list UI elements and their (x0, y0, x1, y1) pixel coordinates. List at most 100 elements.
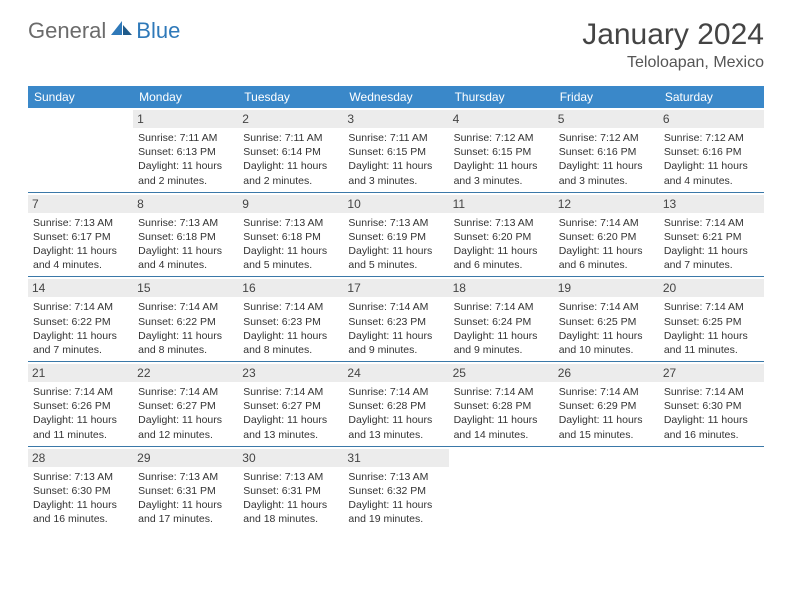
weekday-header: Sunday (28, 86, 133, 108)
day-number: 24 (343, 364, 448, 382)
day-info: Sunrise: 7:11 AMSunset: 6:13 PMDaylight:… (138, 131, 233, 188)
day-cell: 29 Sunrise: 7:13 AMSunset: 6:31 PMDayligh… (133, 447, 238, 531)
day-cell: 4Sunrise: 7:12 AMSunset: 6:15 PMDaylight… (449, 108, 554, 193)
day-info: Sunrise: 7:14 AMSunset: 6:26 PMDaylight:… (33, 385, 128, 442)
day-cell: 28 Sunrise: 7:13 AMSunset: 6:30 PMDayligh… (28, 447, 133, 531)
day-cell: 19 Sunrise: 7:14 AMSunset: 6:25 PMDayligh… (554, 277, 659, 362)
day-number: 3 (343, 110, 448, 128)
day-info: Sunrise: 7:12 AMSunset: 6:16 PMDaylight:… (559, 131, 654, 188)
weekday-header-row: SundayMondayTuesdayWednesdayThursdayFrid… (28, 86, 764, 108)
day-cell: 15Sunrise: 7:14 AMSunset: 6:22 PMDayligh… (133, 277, 238, 362)
day-cell: 30 Sunrise: 7:13 AMSunset: 6:31 PMDayligh… (238, 447, 343, 531)
day-number: 28 (28, 449, 133, 467)
day-cell: 18 Sunrise: 7:14 AMSunset: 6:24 PMDayligh… (449, 277, 554, 362)
day-number: 12 (554, 195, 659, 213)
day-cell: 24 Sunrise: 7:14 AMSunset: 6:28 PMDayligh… (343, 362, 448, 447)
day-cell: 14 Sunrise: 7:14 AMSunset: 6:22 PMDayligh… (28, 277, 133, 362)
day-number: 21 (28, 364, 133, 382)
day-cell: 17Sunrise: 7:14 AMSunset: 6:23 PMDayligh… (343, 277, 448, 362)
day-number: 31 (343, 449, 448, 467)
day-info: Sunrise: 7:13 AMSunset: 6:31 PMDaylight:… (138, 470, 233, 527)
days-grid: 1 Sunrise: 7:11 AMSunset: 6:13 PMDaylight… (28, 108, 764, 531)
day-info: Sunrise: 7:13 AMSunset: 6:32 PMDaylight:… (348, 470, 443, 527)
weekday-header: Monday (133, 86, 238, 108)
weekday-header: Friday (554, 86, 659, 108)
day-info: Sunrise: 7:13 AMSunset: 6:31 PMDaylight:… (243, 470, 338, 527)
day-number: 8 (133, 195, 238, 213)
day-cell: 12 Sunrise: 7:14 AMSunset: 6:20 PMDayligh… (554, 193, 659, 278)
day-info: Sunrise: 7:14 AMSunset: 6:22 PMDaylight:… (33, 300, 128, 357)
day-number: 25 (449, 364, 554, 382)
day-number: 19 (554, 279, 659, 297)
day-cell: 27 Sunrise: 7:14 AMSunset: 6:30 PMDayligh… (659, 362, 764, 447)
day-info: Sunrise: 7:12 AMSunset: 6:15 PMDaylight:… (454, 131, 549, 188)
day-number: 20 (659, 279, 764, 297)
day-info: Sunrise: 7:14 AMSunset: 6:25 PMDaylight:… (559, 300, 654, 357)
day-cell: 22Sunrise: 7:14 AMSunset: 6:27 PMDayligh… (133, 362, 238, 447)
day-number: 9 (238, 195, 343, 213)
day-info: Sunrise: 7:12 AMSunset: 6:16 PMDaylight:… (664, 131, 759, 188)
day-info: Sunrise: 7:13 AMSunset: 6:30 PMDaylight:… (33, 470, 128, 527)
day-cell: 8 Sunrise: 7:13 AMSunset: 6:18 PMDaylight… (133, 193, 238, 278)
day-info: Sunrise: 7:14 AMSunset: 6:28 PMDaylight:… (348, 385, 443, 442)
day-info: Sunrise: 7:14 AMSunset: 6:29 PMDaylight:… (559, 385, 654, 442)
weekday-header: Wednesday (343, 86, 448, 108)
location-label: Teloloapan, Mexico (582, 54, 764, 72)
header: General Blue January 2024 Teloloapan, Me… (28, 18, 764, 72)
day-cell (659, 447, 764, 531)
weekday-header: Tuesday (238, 86, 343, 108)
title-block: January 2024 Teloloapan, Mexico (582, 18, 764, 72)
day-number: 16 (238, 279, 343, 297)
day-info: Sunrise: 7:14 AMSunset: 6:27 PMDaylight:… (243, 385, 338, 442)
day-info: Sunrise: 7:13 AMSunset: 6:18 PMDaylight:… (243, 216, 338, 273)
sail-icon (111, 19, 133, 42)
day-number: 14 (28, 279, 133, 297)
calendar-page: General Blue January 2024 Teloloapan, Me… (0, 0, 792, 549)
day-cell: 7Sunrise: 7:13 AMSunset: 6:17 PMDaylight… (28, 193, 133, 278)
day-info: Sunrise: 7:14 AMSunset: 6:28 PMDaylight:… (454, 385, 549, 442)
day-info: Sunrise: 7:14 AMSunset: 6:30 PMDaylight:… (664, 385, 759, 442)
day-cell: 9 Sunrise: 7:13 AMSunset: 6:18 PMDaylight… (238, 193, 343, 278)
day-cell: 25 Sunrise: 7:14 AMSunset: 6:28 PMDayligh… (449, 362, 554, 447)
day-cell: 21 Sunrise: 7:14 AMSunset: 6:26 PMDayligh… (28, 362, 133, 447)
day-cell: 1 Sunrise: 7:11 AMSunset: 6:13 PMDaylight… (133, 108, 238, 193)
day-cell (554, 447, 659, 531)
day-info: Sunrise: 7:13 AMSunset: 6:18 PMDaylight:… (138, 216, 233, 273)
day-info: Sunrise: 7:14 AMSunset: 6:23 PMDaylight:… (243, 300, 338, 357)
weekday-header: Thursday (449, 86, 554, 108)
day-info: Sunrise: 7:14 AMSunset: 6:23 PMDaylight:… (348, 300, 443, 357)
day-number: 27 (659, 364, 764, 382)
brand-logo: General Blue (28, 18, 180, 44)
day-info: Sunrise: 7:13 AMSunset: 6:17 PMDaylight:… (33, 216, 128, 273)
day-number: 1 (133, 110, 238, 128)
day-cell: 3 Sunrise: 7:11 AMSunset: 6:15 PMDaylight… (343, 108, 448, 193)
day-number: 11 (449, 195, 554, 213)
day-cell: 31 Sunrise: 7:13 AMSunset: 6:32 PMDayligh… (343, 447, 448, 531)
day-cell (28, 108, 133, 193)
day-cell: 5 Sunrise: 7:12 AMSunset: 6:16 PMDaylight… (554, 108, 659, 193)
day-info: Sunrise: 7:14 AMSunset: 6:20 PMDaylight:… (559, 216, 654, 273)
day-info: Sunrise: 7:14 AMSunset: 6:27 PMDaylight:… (138, 385, 233, 442)
day-number: 2 (238, 110, 343, 128)
day-info: Sunrise: 7:11 AMSunset: 6:15 PMDaylight:… (348, 131, 443, 188)
day-info: Sunrise: 7:14 AMSunset: 6:21 PMDaylight:… (664, 216, 759, 273)
day-info: Sunrise: 7:14 AMSunset: 6:25 PMDaylight:… (664, 300, 759, 357)
day-cell: 16 Sunrise: 7:14 AMSunset: 6:23 PMDayligh… (238, 277, 343, 362)
day-info: Sunrise: 7:14 AMSunset: 6:24 PMDaylight:… (454, 300, 549, 357)
day-cell: 13Sunrise: 7:14 AMSunset: 6:21 PMDayligh… (659, 193, 764, 278)
day-number: 6 (659, 110, 764, 128)
day-cell: 10Sunrise: 7:13 AMSunset: 6:19 PMDayligh… (343, 193, 448, 278)
day-number: 15 (133, 279, 238, 297)
day-info: Sunrise: 7:13 AMSunset: 6:19 PMDaylight:… (348, 216, 443, 273)
day-number: 23 (238, 364, 343, 382)
day-number: 5 (554, 110, 659, 128)
day-number: 26 (554, 364, 659, 382)
day-number: 18 (449, 279, 554, 297)
weekday-header: Saturday (659, 86, 764, 108)
day-cell: 23 Sunrise: 7:14 AMSunset: 6:27 PMDayligh… (238, 362, 343, 447)
day-cell: 20 Sunrise: 7:14 AMSunset: 6:25 PMDayligh… (659, 277, 764, 362)
month-title: January 2024 (582, 18, 764, 52)
day-number: 29 (133, 449, 238, 467)
day-number: 30 (238, 449, 343, 467)
day-cell: 11Sunrise: 7:13 AMSunset: 6:20 PMDayligh… (449, 193, 554, 278)
